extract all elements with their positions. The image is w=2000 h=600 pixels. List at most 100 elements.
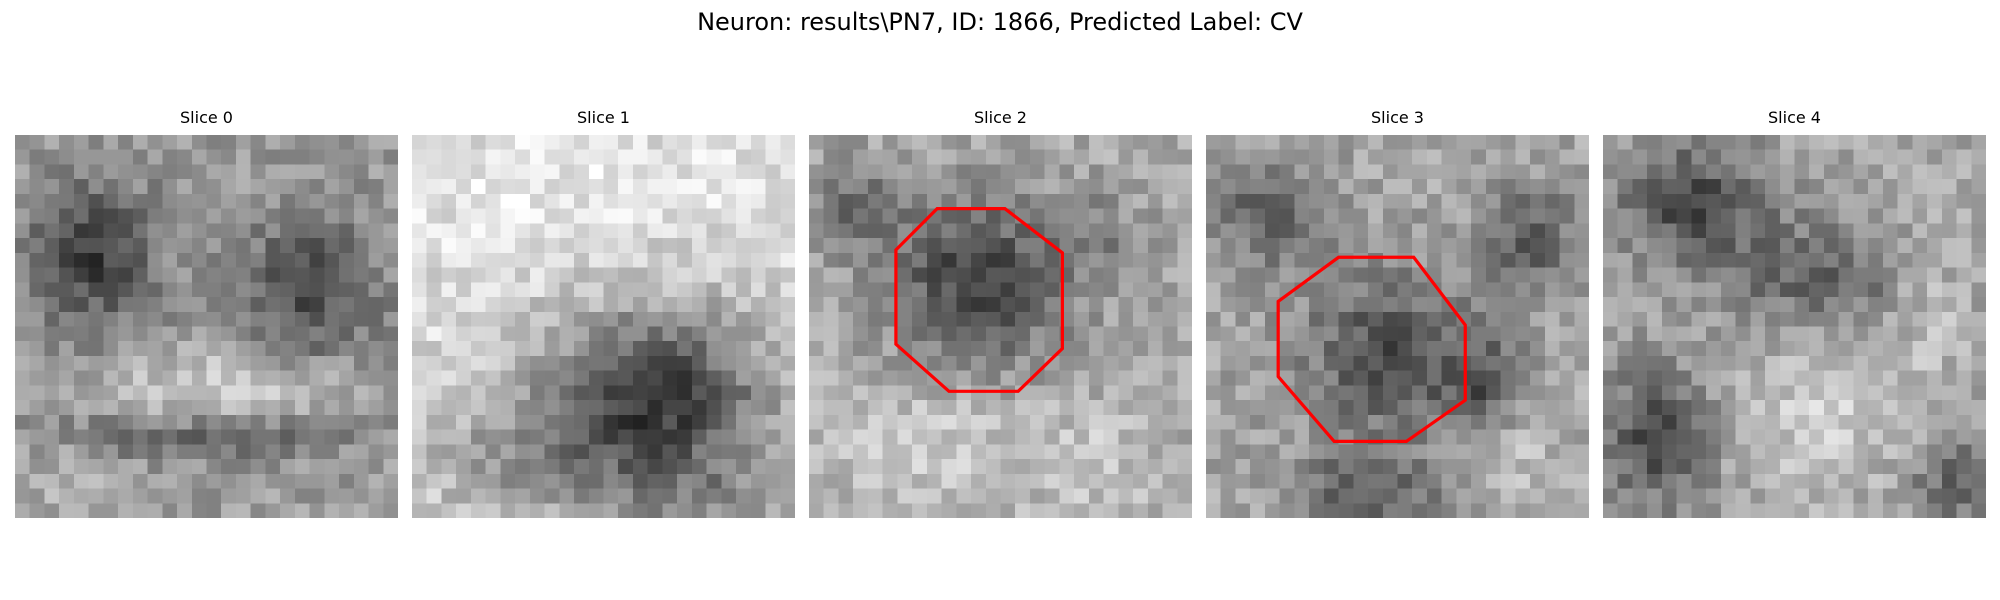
- image-tile: [1500, 179, 1516, 195]
- image-tile: [162, 355, 178, 371]
- image-tile: [15, 135, 31, 151]
- image-tile: [1177, 341, 1192, 357]
- image-tile: [1794, 370, 1810, 386]
- image-tile: [1015, 179, 1031, 195]
- image-tile: [1147, 164, 1163, 180]
- image-tile: [1088, 252, 1104, 268]
- image-tile: [1338, 267, 1354, 283]
- image-tile: [750, 135, 766, 151]
- image-tile: [426, 473, 442, 489]
- image-tile: [1264, 208, 1280, 224]
- image-tile: [721, 223, 737, 239]
- image-tile: [780, 414, 795, 430]
- image-tile: [1632, 341, 1648, 357]
- image-tile: [780, 400, 795, 416]
- image-tile: [588, 282, 604, 298]
- image-tile: [132, 164, 148, 180]
- image-tile: [1559, 208, 1575, 224]
- image-tile: [118, 267, 134, 283]
- image-tile: [1382, 297, 1398, 313]
- image-tile: [838, 400, 854, 416]
- image-tile: [971, 488, 987, 504]
- image-tile: [1426, 164, 1442, 180]
- image-tile: [1530, 385, 1546, 401]
- image-tile: [809, 385, 825, 401]
- image-tile: [265, 223, 281, 239]
- image-tile: [1897, 179, 1913, 195]
- image-tile: [1397, 326, 1413, 342]
- image-tile: [59, 267, 75, 283]
- image-tile: [1750, 311, 1766, 327]
- image-tile: [339, 444, 355, 460]
- image-tile: [1029, 282, 1045, 298]
- image-tile: [1882, 385, 1898, 401]
- image-tile: [809, 459, 825, 475]
- image-tile: [1941, 341, 1957, 357]
- image-tile: [1323, 503, 1339, 518]
- image-tile: [838, 429, 854, 445]
- image-tile: [1912, 164, 1928, 180]
- image-tile: [1956, 179, 1972, 195]
- image-tile: [985, 370, 1001, 386]
- image-tile: [339, 385, 355, 401]
- image-tile: [470, 326, 486, 342]
- image-tile: [485, 414, 501, 430]
- image-tile: [426, 341, 442, 357]
- image-tile: [897, 473, 913, 489]
- image-tile: [177, 282, 193, 298]
- image-tile: [339, 459, 355, 475]
- image-tile: [353, 223, 369, 239]
- image-tile: [1882, 326, 1898, 342]
- image-tile: [1838, 223, 1854, 239]
- image-tile: [1661, 267, 1677, 283]
- image-tile: [691, 238, 707, 254]
- image-tile: [59, 252, 75, 268]
- image-tile: [1426, 311, 1442, 327]
- image-tile: [44, 414, 60, 430]
- image-tile: [191, 282, 207, 298]
- image-tile: [1397, 488, 1413, 504]
- image-tile: [971, 503, 987, 518]
- image-tile: [1706, 297, 1722, 313]
- image-tile: [956, 355, 972, 371]
- image-tile: [265, 400, 281, 416]
- image-tile: [780, 238, 795, 254]
- image-tile: [1235, 370, 1251, 386]
- image-tile: [280, 488, 296, 504]
- image-tile: [1897, 252, 1913, 268]
- image-tile: [1323, 164, 1339, 180]
- image-tile: [662, 326, 678, 342]
- image-tile: [603, 385, 619, 401]
- image-tile: [1323, 444, 1339, 460]
- image-tile: [750, 326, 766, 342]
- image-tile: [1059, 193, 1075, 209]
- image-tile: [15, 444, 31, 460]
- image-tile: [1338, 311, 1354, 327]
- image-tile: [1220, 311, 1236, 327]
- image-tile: [1809, 267, 1825, 283]
- image-tile: [1809, 135, 1825, 151]
- image-tile: [1941, 297, 1957, 313]
- image-tile: [1956, 135, 1972, 151]
- image-tile: [853, 326, 869, 342]
- image-tile: [1927, 429, 1943, 445]
- image-tile: [1147, 311, 1163, 327]
- image-tile: [1779, 473, 1795, 489]
- image-tile: [44, 429, 60, 445]
- image-tile: [1206, 208, 1222, 224]
- image-tile: [736, 164, 752, 180]
- image-tile: [529, 429, 545, 445]
- image-tile: [926, 208, 942, 224]
- image-tile: [1177, 193, 1192, 209]
- image-tile: [1426, 208, 1442, 224]
- image-tile: [1750, 341, 1766, 357]
- image-tile: [691, 267, 707, 283]
- image-tile: [1059, 223, 1075, 239]
- image-tile: [1720, 414, 1736, 430]
- image-tile: [1735, 297, 1751, 313]
- image-tile: [780, 459, 795, 475]
- image-tile: [897, 370, 913, 386]
- image-tile: [1279, 400, 1295, 416]
- image-tile: [912, 429, 928, 445]
- image-tile: [177, 267, 193, 283]
